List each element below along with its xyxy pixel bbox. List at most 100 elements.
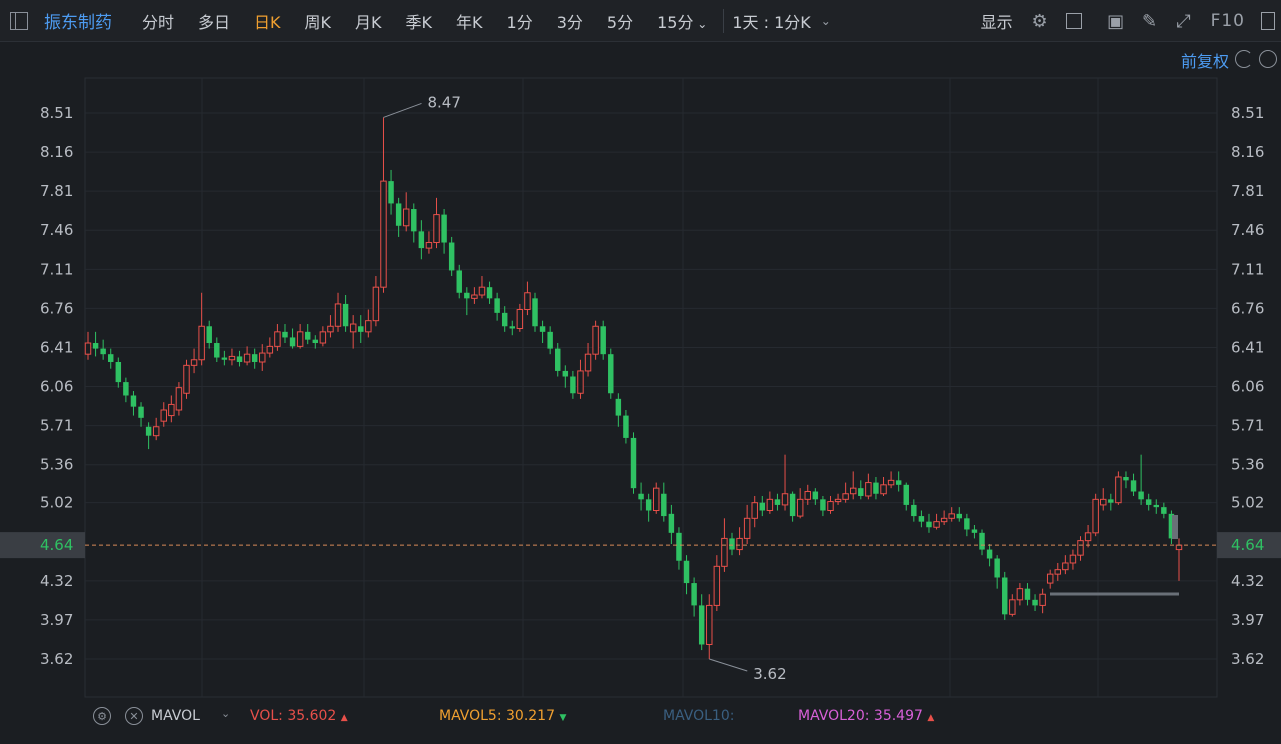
- stock-name[interactable]: 振东制药: [44, 13, 112, 33]
- tab-yearly-k[interactable]: 年K: [456, 12, 483, 32]
- candle[interactable]: [555, 343, 561, 377]
- tab-monthly-k[interactable]: 月K: [355, 12, 382, 32]
- candle[interactable]: [266, 337, 274, 358]
- candle[interactable]: [251, 348, 258, 369]
- candle[interactable]: [115, 357, 122, 388]
- candle[interactable]: [584, 343, 592, 377]
- candle[interactable]: [539, 320, 546, 344]
- sidebar-toggle-icon[interactable]: [10, 11, 28, 30]
- candle[interactable]: [706, 594, 713, 659]
- candle[interactable]: [1032, 594, 1038, 611]
- f10-button[interactable]: F10: [1210, 11, 1245, 31]
- candle[interactable]: [471, 287, 478, 304]
- candle[interactable]: [638, 482, 644, 511]
- tab-5min[interactable]: 5分: [606, 12, 634, 32]
- panel-icon[interactable]: [1257, 10, 1279, 32]
- candle[interactable]: [736, 527, 743, 556]
- candle[interactable]: [448, 236, 455, 277]
- candle[interactable]: [342, 295, 349, 332]
- candle[interactable]: [713, 555, 721, 611]
- fullscreen-icon[interactable]: ⤢: [1176, 10, 1191, 32]
- candle[interactable]: [986, 543, 993, 567]
- candle[interactable]: [858, 480, 864, 500]
- reset-icon[interactable]: [1235, 50, 1253, 68]
- candle[interactable]: [880, 477, 887, 496]
- tab-intraday[interactable]: 分时: [142, 12, 175, 32]
- candle[interactable]: [1062, 555, 1069, 575]
- candle[interactable]: [865, 473, 872, 500]
- candle[interactable]: [259, 344, 266, 371]
- candle[interactable]: [464, 287, 470, 316]
- candle[interactable]: [524, 281, 531, 316]
- candle[interactable]: [289, 328, 296, 349]
- candle[interactable]: [190, 348, 198, 374]
- candle[interactable]: [175, 382, 183, 416]
- tab-multiday[interactable]: 多日: [198, 12, 231, 32]
- candle[interactable]: [842, 482, 849, 503]
- candle[interactable]: [774, 493, 781, 511]
- candle[interactable]: [304, 324, 311, 345]
- candle[interactable]: [388, 169, 394, 215]
- candle[interactable]: [911, 499, 917, 522]
- close-icon[interactable]: ✕: [125, 707, 143, 725]
- candle[interactable]: [100, 339, 106, 360]
- candle[interactable]: [562, 365, 569, 388]
- candle[interactable]: [228, 348, 236, 366]
- candle[interactable]: [608, 348, 614, 399]
- candle[interactable]: [994, 555, 1000, 589]
- candle[interactable]: [820, 495, 826, 517]
- tab-quarterly-k[interactable]: 季K: [405, 12, 433, 32]
- candle[interactable]: [873, 477, 879, 500]
- chevron-down-icon[interactable]: ⌄: [820, 13, 831, 28]
- candle[interactable]: [789, 491, 796, 522]
- candle[interactable]: [296, 324, 304, 349]
- candle[interactable]: [691, 577, 697, 617]
- candle[interactable]: [509, 320, 516, 336]
- candle[interactable]: [1016, 583, 1024, 606]
- gear-icon[interactable]: ⚙: [1031, 10, 1048, 32]
- candle[interactable]: [1138, 454, 1144, 505]
- candle[interactable]: [1161, 502, 1167, 519]
- candle[interactable]: [334, 292, 342, 332]
- candle[interactable]: [979, 529, 985, 556]
- candle[interactable]: [380, 117, 387, 293]
- candle[interactable]: [312, 335, 319, 349]
- candle[interactable]: [796, 488, 804, 519]
- tab-daily-k[interactable]: 日K: [254, 12, 281, 32]
- candle[interactable]: [456, 264, 462, 299]
- candle[interactable]: [918, 510, 925, 528]
- candle[interactable]: [1039, 588, 1046, 614]
- checkbox-icon[interactable]: [1063, 10, 1085, 32]
- candle[interactable]: [160, 402, 167, 427]
- candle[interactable]: [781, 454, 789, 511]
- display-dropdown[interactable]: 显示: [980, 13, 1013, 32]
- candle[interactable]: [108, 348, 114, 369]
- candle[interactable]: [478, 276, 486, 299]
- candle[interactable]: [1115, 471, 1122, 505]
- candle[interactable]: [1108, 493, 1114, 511]
- candle[interactable]: [729, 532, 735, 556]
- candle[interactable]: [1084, 525, 1092, 548]
- candle[interactable]: [698, 594, 705, 651]
- candle[interactable]: [940, 510, 948, 526]
- candle[interactable]: [145, 422, 152, 450]
- candle[interactable]: [411, 203, 417, 243]
- candle[interactable]: [645, 493, 652, 522]
- candle[interactable]: [683, 555, 690, 595]
- candle[interactable]: [630, 432, 637, 494]
- candle[interactable]: [152, 417, 160, 441]
- candle[interactable]: [804, 484, 811, 505]
- candle[interactable]: [425, 231, 433, 254]
- candle[interactable]: [274, 324, 281, 351]
- candle[interactable]: [570, 370, 576, 399]
- candle[interactable]: [1130, 473, 1137, 496]
- gear-icon[interactable]: ⚙: [93, 707, 111, 725]
- candle[interactable]: [349, 315, 357, 349]
- period-select[interactable]: 1天 : 1分K: [723, 8, 818, 33]
- tab-3min[interactable]: 3分: [556, 12, 583, 32]
- pencil-icon[interactable]: ✎: [1142, 10, 1158, 32]
- candle[interactable]: [365, 309, 372, 338]
- candle[interactable]: [653, 482, 660, 514]
- candle[interactable]: [623, 410, 629, 444]
